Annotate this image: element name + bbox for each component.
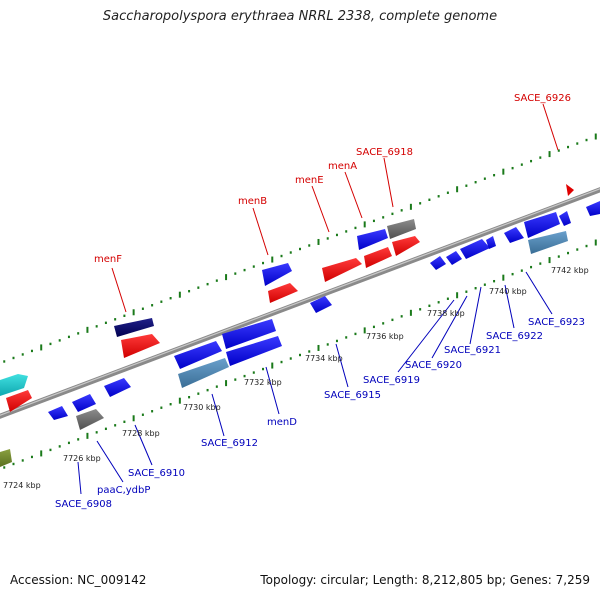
SACE_6912-gene-rna[interactable] [178, 358, 229, 388]
label-menA[interactable]: menA [328, 161, 357, 172]
label-SACE_6915[interactable]: SACE_6915 [324, 390, 381, 401]
SACE_6915-gene[interactable] [310, 296, 332, 313]
SACE_6921-gene[interactable] [460, 239, 490, 259]
scale-label: 7736 kbp [366, 332, 404, 341]
label-SACE_6912[interactable]: SACE_6912 [201, 438, 258, 449]
menF-gene[interactable] [114, 318, 154, 337]
scale-label: 7734 kbp [305, 354, 343, 363]
upper-tick-track [3, 133, 597, 363]
menD-gene[interactable] [222, 319, 276, 349]
paaC-gene[interactable] [72, 394, 96, 412]
label-SACE_6922[interactable]: SACE_6922 [486, 331, 543, 342]
SACE_6923-gene-rna[interactable] [528, 231, 568, 254]
forward-gene[interactable] [0, 374, 28, 396]
reverse-gene[interactable] [586, 201, 600, 216]
genome-summary-text: Topology: circular; Length: 8,212,805 bp… [260, 573, 590, 587]
scale-label: 7732 kbp [244, 378, 282, 387]
accession-text: Accession: NC_009142 [10, 573, 147, 587]
label-menE[interactable]: menE [295, 175, 324, 186]
label-paaC[interactable]: paaC,ydbP [97, 485, 150, 496]
scale-label: 7742 kbp [551, 266, 589, 275]
forward-gene-track [0, 184, 574, 412]
menD-gene-b[interactable] [226, 336, 282, 366]
SACE_6919-gene[interactable] [430, 256, 446, 270]
menA-gene[interactable] [364, 247, 392, 268]
menB-gene-red[interactable] [268, 283, 298, 303]
SACE_6910-gene[interactable] [76, 409, 104, 430]
genome-backbone [0, 187, 600, 419]
menB-gene[interactable] [262, 263, 292, 286]
label-menD[interactable]: menD [267, 417, 297, 428]
SACE_6908-gene[interactable] [48, 406, 68, 420]
SACE_6920-gene[interactable] [446, 251, 462, 265]
reverse-gene[interactable] [0, 449, 12, 467]
label-SACE_6918[interactable]: SACE_6918 [356, 147, 413, 158]
reverse-gene-track [0, 201, 600, 467]
label-SACE_6919[interactable]: SACE_6919 [363, 375, 420, 386]
label-SACE_6908[interactable]: SACE_6908 [55, 499, 112, 510]
label-menB[interactable]: menB [238, 196, 267, 207]
SACE_6926-marker[interactable] [566, 184, 574, 196]
reverse-gene[interactable] [559, 211, 571, 226]
SACE_6922-gene-b[interactable] [504, 227, 524, 243]
scale-label: 7738 kbp [427, 309, 465, 318]
scale-label: 7724 kbp [3, 481, 41, 490]
label-SACE_6926[interactable]: SACE_6926 [514, 93, 571, 104]
SACE_6918-gene[interactable] [387, 219, 416, 239]
SACE_6912-gene[interactable] [174, 341, 222, 369]
forward-gene[interactable] [6, 390, 32, 412]
label-leader-lines [77, 103, 559, 495]
label-SACE_6920[interactable]: SACE_6920 [405, 360, 462, 371]
lower-tick-track [3, 239, 597, 469]
menE-gene[interactable] [322, 258, 362, 282]
label-SACE_6923[interactable]: SACE_6923 [528, 317, 585, 328]
scale-label: 7740 kbp [489, 287, 527, 296]
genome-title: Saccharopolyspora erythraea NRRL 2338, c… [102, 9, 498, 24]
SACE_6918-gene-red[interactable] [392, 236, 420, 256]
scale-label: 7730 kbp [183, 403, 221, 412]
SACE_6922-gene[interactable] [486, 236, 496, 249]
menF-gene-red[interactable] [121, 334, 160, 358]
label-SACE_6921[interactable]: SACE_6921 [444, 345, 501, 356]
label-menF[interactable]: menF [94, 254, 122, 265]
label-SACE_6910[interactable]: SACE_6910 [128, 468, 185, 479]
reverse-gene[interactable] [104, 378, 131, 397]
scale-label: 7728 kbp [122, 429, 160, 438]
SACE_6923-gene[interactable] [524, 212, 560, 238]
scale-label: 7726 kbp [63, 454, 101, 463]
menA-gene-blue[interactable] [357, 229, 388, 250]
